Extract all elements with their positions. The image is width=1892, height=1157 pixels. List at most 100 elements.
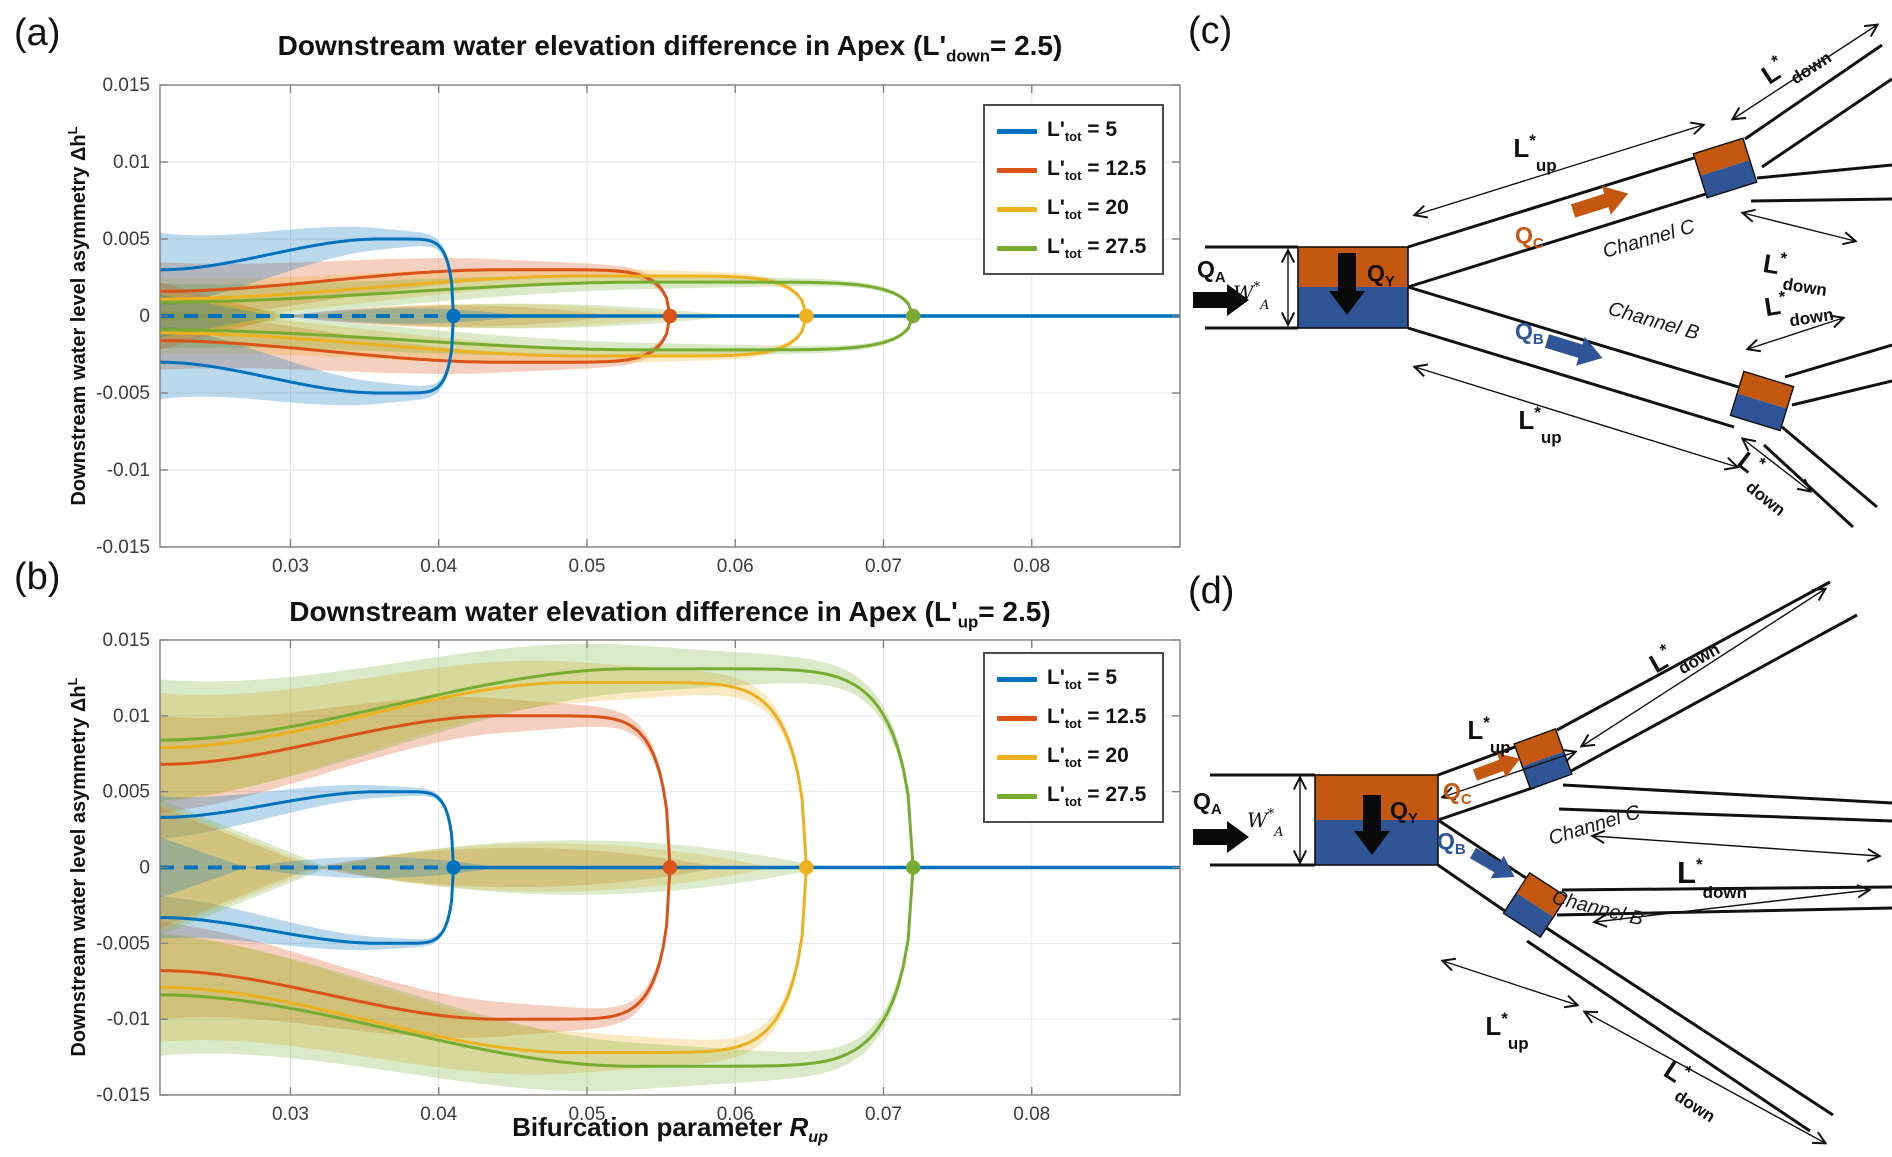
tick-label-x: 0.05 [568,1104,605,1125]
legend-item: L'tot = 27.5 [997,781,1146,811]
panel-label-b: (b) [14,556,61,598]
title-prime: ' [939,30,947,61]
ldown-bottom-label: L*down [1652,1053,1732,1126]
confidence-band-0 [160,865,454,951]
legend-swatch [997,793,1037,799]
tick-label-y: -0.005 [96,383,150,404]
confidence-band-1 [160,697,670,874]
tick-label-y: -0.01 [107,1009,150,1030]
qy-label: QY [1390,797,1418,827]
panel-label-a: (a) [14,12,61,54]
secondary-box-c [1692,137,1758,199]
bifurcation-dot-0 [446,308,461,324]
tick-label-y: 0.01 [113,152,150,173]
tick-label-y: -0.01 [107,460,150,481]
secondary-box-b [1502,871,1568,939]
ldown-top-label: L* down [1643,618,1723,690]
tick-label-y: -0.015 [96,1085,150,1106]
dim-arrow-lup-top [1415,125,1703,215]
dim-arrow-lup-top [1443,752,1575,797]
dim-arrow-lup-bottom [1415,367,1737,467]
qb-label: QB [1515,318,1544,348]
plot-area [160,643,1180,1092]
qb-arrow [1470,847,1515,879]
tick-label-y: -0.005 [96,933,150,954]
legend-item: L'tot = 27.5 [997,233,1146,263]
qa-label: QA [1197,256,1226,286]
bifurcation-dot-0 [446,860,461,875]
confidence-band-3 [160,643,914,875]
confidence-band-2 [160,660,807,875]
chart-a-title: Downstream water elevation difference in… [160,30,1180,67]
secondary-box-b [1729,370,1795,432]
lup-top-label: L*up [1513,131,1556,175]
inlet-channel-walls [1205,245,1298,330]
title-text: Downstream water elevation difference in… [289,596,952,627]
channel-c-lower-branch [1750,163,1892,203]
legend-item: L'tot = 5 [997,116,1146,146]
qy-arrow [1329,253,1365,315]
tick-label-x: 0.05 [568,556,605,575]
channel-b-label: Channel B [1550,887,1646,931]
tick-label-x: 0.04 [420,1104,457,1125]
legend-swatch [997,167,1037,173]
diagram-d: QA W*A QY QC QB Channel C Channel B L*up… [1193,580,1892,1157]
qc-label: QC [1443,778,1472,808]
dim-arrow-ldown-midupper [1743,213,1855,241]
title-text: Downstream water elevation difference in… [277,30,940,61]
tick-label-y: 0 [139,306,150,327]
lup-bottom-label: L*up [1485,1009,1528,1053]
qc-label: QC [1515,222,1544,252]
confidence-band-2 [160,860,807,1075]
dim-arrow-ldown-midlower [1595,890,1869,922]
inlet-channel-walls [1210,773,1315,867]
bifurcation-dot-3 [905,308,921,324]
title-tail: = 2.5) [978,596,1051,627]
xlabel-text: Bifurcation parameter [512,1112,790,1142]
legend-item: L'tot = 20 [997,194,1146,224]
dim-arrow-ldown-midupper [1593,836,1879,856]
chart-b-title: Downstream water elevation difference in… [160,596,1180,633]
channel-b-upper-branch [1784,343,1892,407]
confidence-band-1 [160,258,670,321]
title-subscript: down [946,46,990,66]
legend-item: L'tot = 12.5 [997,155,1146,185]
legend-swatch [997,245,1037,251]
xlabel-sub: up [808,1128,828,1147]
axis-cone-0 [160,837,246,898]
confidence-band-1 [160,311,670,374]
ldown-top-label: L* down [1755,27,1835,100]
tick-label-y: -0.015 [96,537,150,558]
channel-c-upper-branch [1556,580,1858,773]
legend-swatch [997,128,1037,134]
legend-label: L'tot = 12.5 [1047,704,1147,732]
legend-item: L'tot = 12.5 [997,703,1146,733]
title-subscript: up [957,612,979,632]
ticks [160,639,1180,1096]
dim-arrow-ldown-bottom [1743,439,1810,491]
legend-swatch [997,676,1037,682]
tick-label-y: 0 [139,858,150,879]
legend-item: L'tot = 5 [997,664,1146,694]
bifurcation-dot-1 [662,860,678,875]
tick-label-y: 0.005 [102,782,150,803]
wa-label: W*A [1247,807,1283,840]
title-prime: ' [951,596,958,627]
qy-arrow [1354,795,1390,855]
legend-item: L'tot = 20 [997,742,1146,772]
confidence-band-1 [160,861,670,1038]
bifurcation-dot-2 [799,860,814,875]
wa-label: W*A [1233,280,1269,313]
axis-lens-0 [245,856,499,879]
qb-label: QB [1437,828,1466,858]
tick-label-y: 0.015 [102,75,150,96]
confidence-band-0 [160,784,454,870]
dim-arrow-ldown-top [1733,25,1877,119]
chart-b-plot: 0.03 0.04 0.05 0.06 0.07 0.08 -0.015 -0.01 -0.00… [96,630,1181,1125]
confidence-band-3 [160,311,914,358]
legend-swatch [997,206,1037,212]
confidence-band-3 [160,274,914,321]
tick-label-x: 0.07 [865,1104,902,1125]
ldown-bottom-label: L*down [1725,444,1805,520]
chart-b-xlabel: Bifurcation parameter Rup [160,1112,1180,1147]
